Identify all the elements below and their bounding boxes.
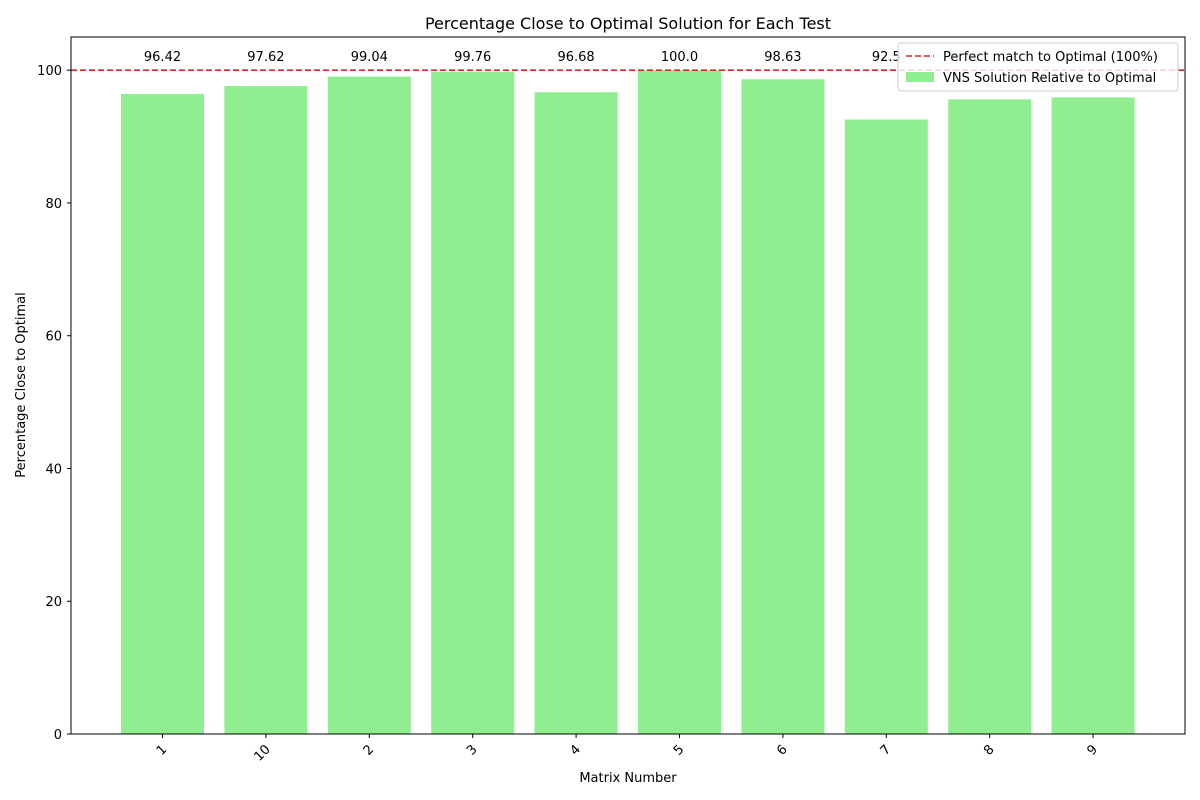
x-tick-label-2: 2 [361, 742, 377, 758]
y-ticks-layer: 0 20 40 60 80 100 [37, 64, 71, 743]
x-tick-label-9: 9 [1084, 742, 1100, 758]
bar-matrix-3 [431, 71, 515, 734]
bar-matrix-7 [844, 119, 928, 735]
legend: Perfect match to Optimal (100%) VNS Solu… [897, 42, 1179, 92]
legend-bar-swatch [906, 72, 934, 82]
y-axis-label: Percentage Close to Optimal [14, 292, 29, 477]
bar-matrix-10 [224, 85, 308, 735]
bar-value-label-1: 96.42 [144, 50, 181, 65]
bar-matrix-1 [121, 93, 204, 735]
bar-value-label-7: 92.5 [872, 50, 901, 65]
bar-value-label-4: 96.68 [557, 50, 594, 65]
y-tick-label-40: 40 [45, 462, 62, 477]
axes-layer [70, 36, 1186, 735]
bar-matrix-6 [741, 79, 825, 734]
bar-matrix-8 [948, 99, 1032, 735]
x-tick-label-10: 10 [251, 742, 273, 764]
x-axis-label: Matrix Number [579, 771, 677, 786]
x-tick-label-3: 3 [464, 742, 480, 758]
bar-value-label-3: 99.76 [454, 50, 491, 65]
axes-frame [70, 36, 1186, 735]
bar-value-label-10: 97.62 [247, 50, 284, 65]
y-tick-label-60: 60 [45, 330, 62, 345]
legend-entry-reference: Perfect match to Optimal (100%) [943, 50, 1158, 65]
bar-value-label-5: 100.0 [661, 50, 698, 65]
bar-matrix-9 [1051, 97, 1135, 734]
y-tick-label-0: 0 [54, 728, 62, 743]
x-tick-label-6: 6 [774, 742, 790, 758]
legend-box [897, 42, 1179, 92]
x-ticks-layer: 1 10 2 3 4 5 6 7 8 9 [154, 734, 1101, 765]
chart-title: Percentage Close to Optimal Solution for… [425, 14, 831, 33]
data-labels-layer: 96.42 97.62 99.04 99.76 96.68 100.0 98.63 92.5 [144, 50, 901, 65]
bar-matrix-4 [534, 92, 618, 735]
bar-matrix-5 [638, 70, 721, 734]
bar-value-label-2: 99.04 [351, 50, 388, 65]
bars-layer [121, 70, 1135, 735]
x-tick-label-5: 5 [671, 742, 687, 758]
x-tick-label-4: 4 [567, 742, 583, 758]
y-tick-label-100: 100 [37, 64, 62, 79]
y-tick-label-20: 20 [45, 595, 62, 610]
bar-matrix-2 [327, 76, 411, 734]
y-tick-label-80: 80 [45, 197, 62, 212]
x-tick-label-1: 1 [154, 742, 170, 758]
x-tick-label-8: 8 [981, 742, 997, 758]
x-tick-label-7: 7 [878, 742, 894, 758]
bar-value-label-6: 98.63 [764, 50, 801, 65]
legend-entry-series: VNS Solution Relative to Optimal [943, 71, 1156, 86]
